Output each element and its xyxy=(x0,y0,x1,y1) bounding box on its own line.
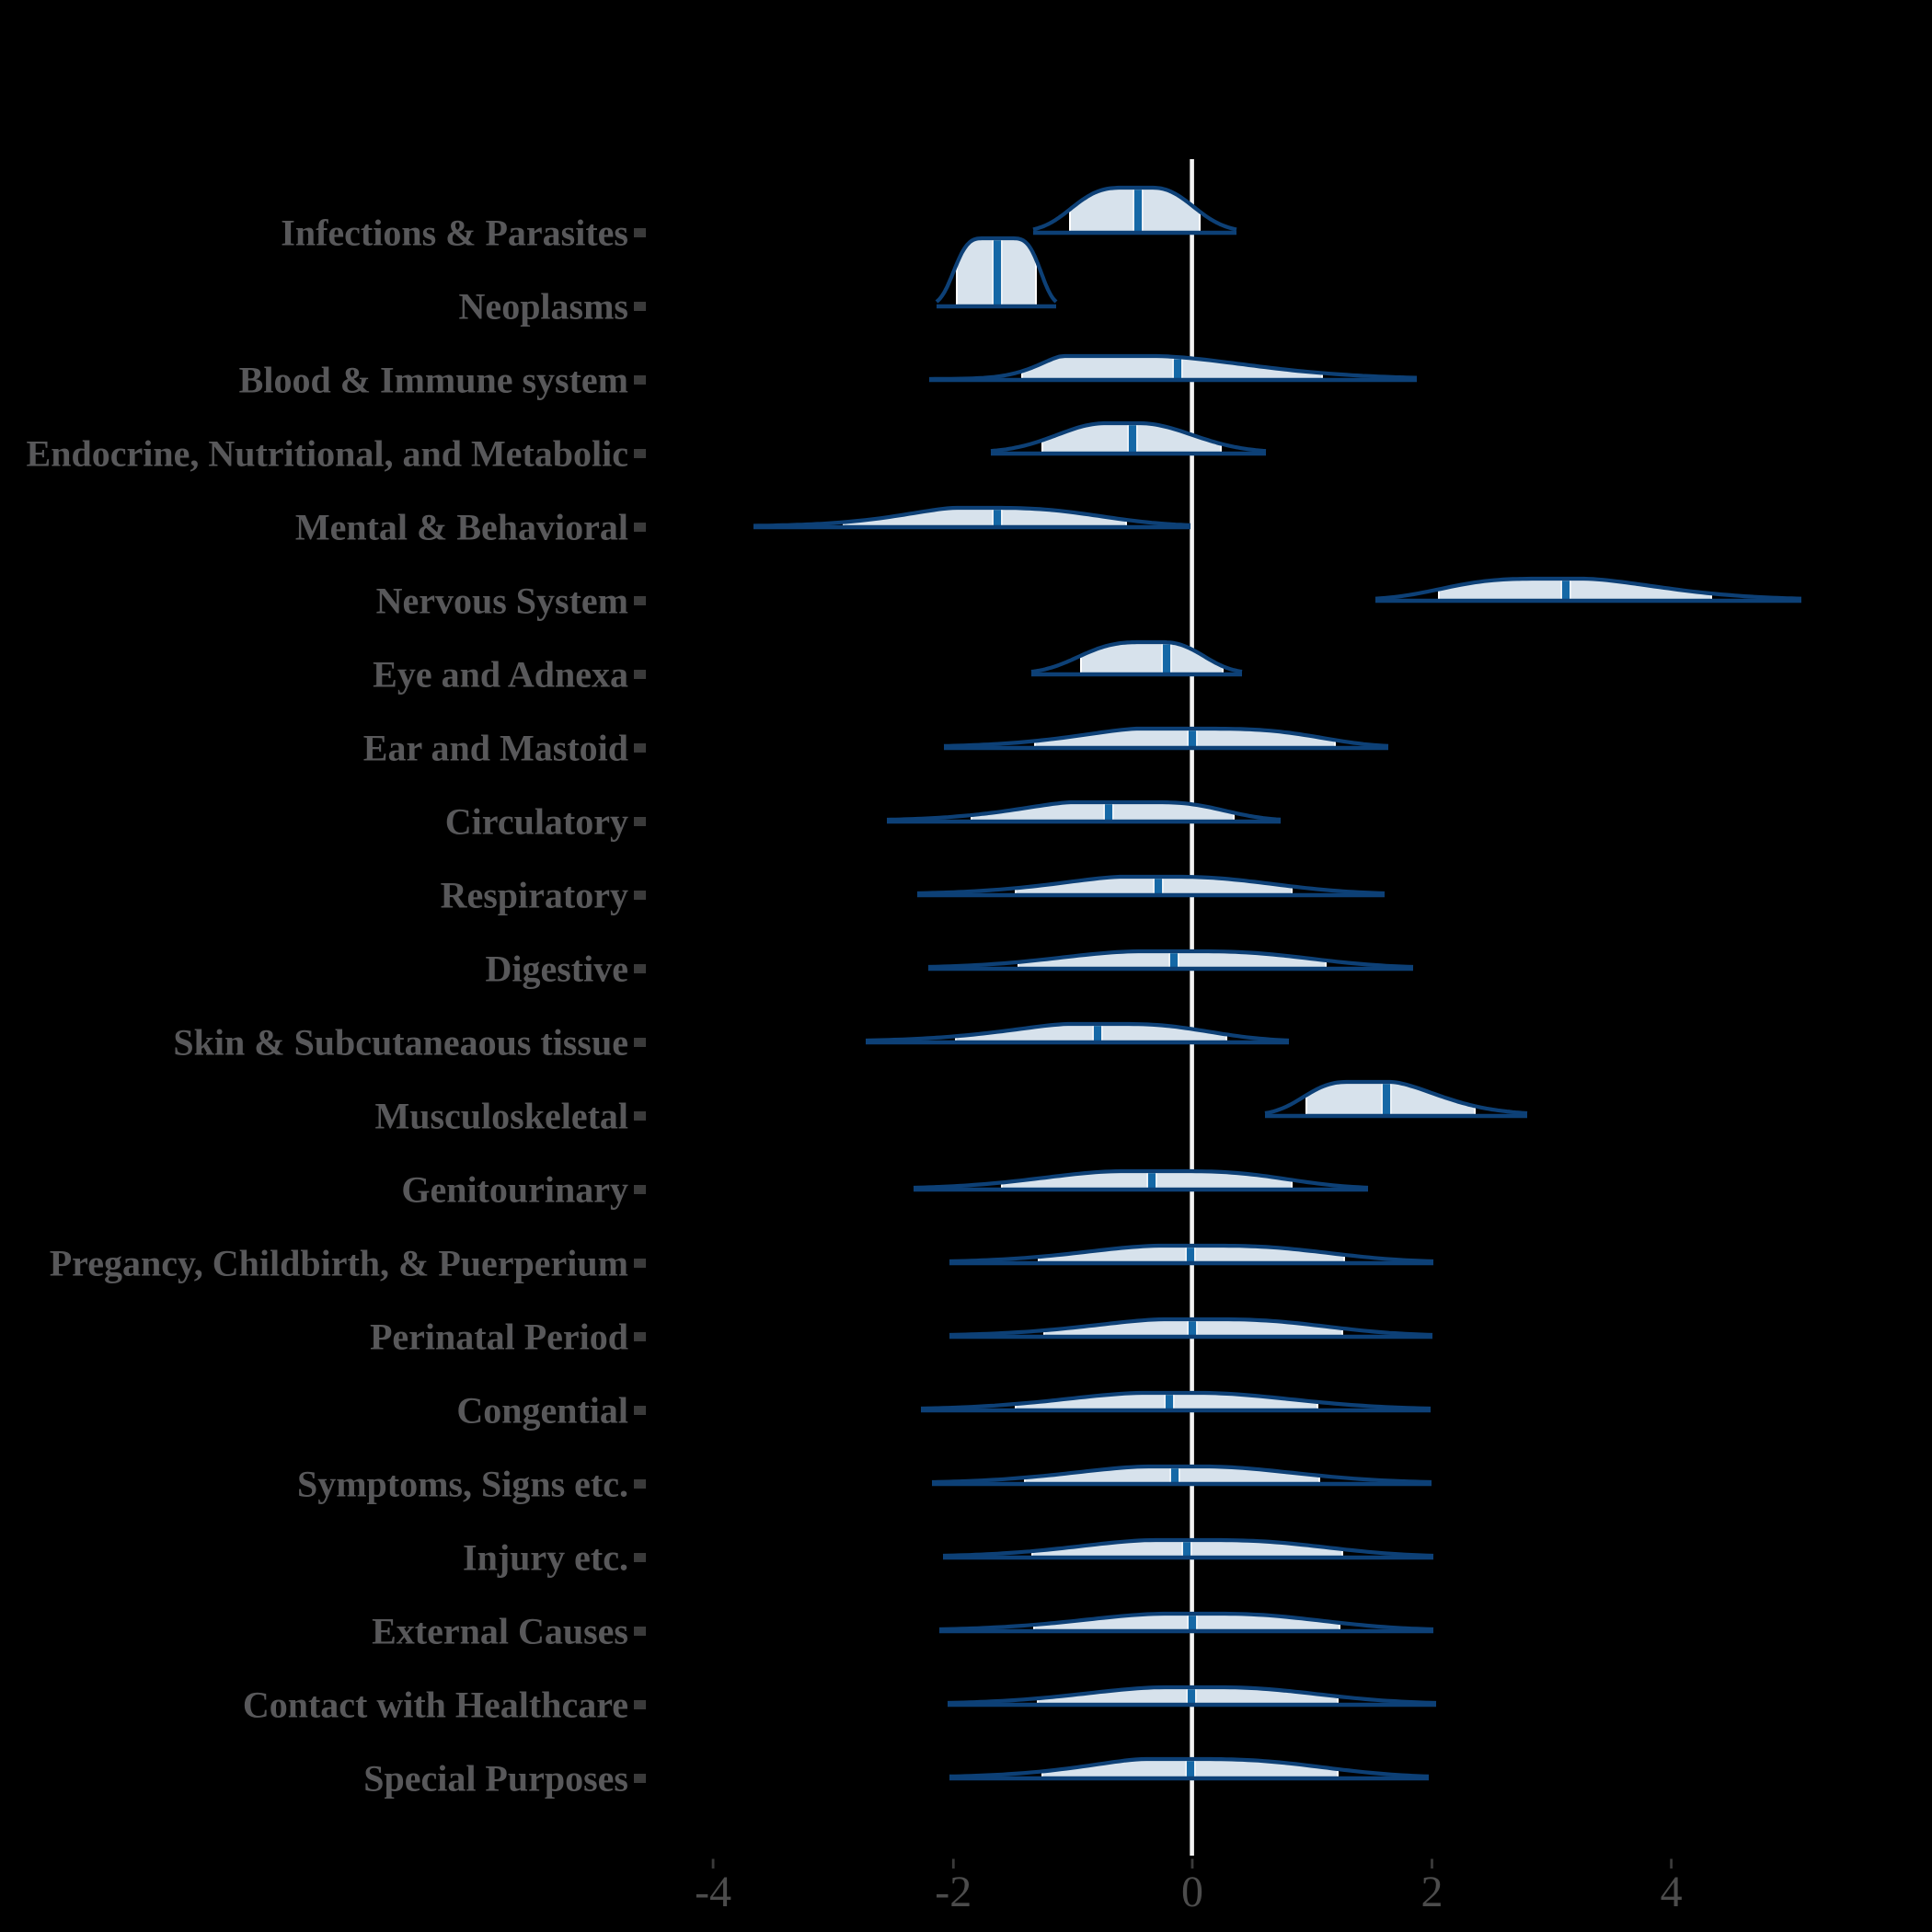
svg-text:Digestive: Digestive xyxy=(485,949,628,990)
svg-text:Respiratory: Respiratory xyxy=(441,875,628,916)
svg-text:Perinatal Period: Perinatal Period xyxy=(370,1317,628,1358)
svg-text:Skin & Subcutaneaous tissue: Skin & Subcutaneaous tissue xyxy=(173,1022,628,1064)
svg-text:-4: -4 xyxy=(695,1868,731,1916)
svg-text:Infections & Parasites: Infections & Parasites xyxy=(281,213,628,254)
svg-text:Congential: Congential xyxy=(456,1390,628,1432)
svg-text:Genitourinary: Genitourinary xyxy=(401,1169,628,1211)
svg-text:Symptoms, Signs etc.: Symptoms, Signs etc. xyxy=(297,1464,628,1505)
svg-text:Nervous System: Nervous System xyxy=(376,581,628,622)
svg-text:4: 4 xyxy=(1661,1868,1683,1916)
svg-text:Blood & Immune system: Blood & Immune system xyxy=(239,360,628,401)
svg-text:Mental & Behavioral: Mental & Behavioral xyxy=(295,507,628,548)
svg-text:2: 2 xyxy=(1421,1868,1443,1916)
svg-text:Ear and Mastoid: Ear and Mastoid xyxy=(363,728,628,769)
svg-text:Eye and Adnexa: Eye and Adnexa xyxy=(373,654,628,696)
svg-text:Circulatory: Circulatory xyxy=(445,801,628,843)
svg-text:Injury etc.: Injury etc. xyxy=(463,1537,628,1579)
svg-text:0: 0 xyxy=(1181,1868,1203,1916)
svg-text:Contact with Healthcare: Contact with Healthcare xyxy=(243,1685,628,1726)
svg-text:Special Purposes: Special Purposes xyxy=(363,1758,628,1800)
svg-text:Endocrine, Nutritional, and Me: Endocrine, Nutritional, and Metabolic xyxy=(27,433,628,475)
svg-text:Pregancy, Childbirth, & Puerpe: Pregancy, Childbirth, & Puerperium xyxy=(50,1243,628,1284)
svg-text:Neoplasms: Neoplasms xyxy=(459,286,628,328)
svg-text:External Causes: External Causes xyxy=(372,1611,628,1652)
svg-text:-2: -2 xyxy=(935,1868,972,1916)
svg-text:Musculoskeletal: Musculoskeletal xyxy=(374,1096,628,1137)
